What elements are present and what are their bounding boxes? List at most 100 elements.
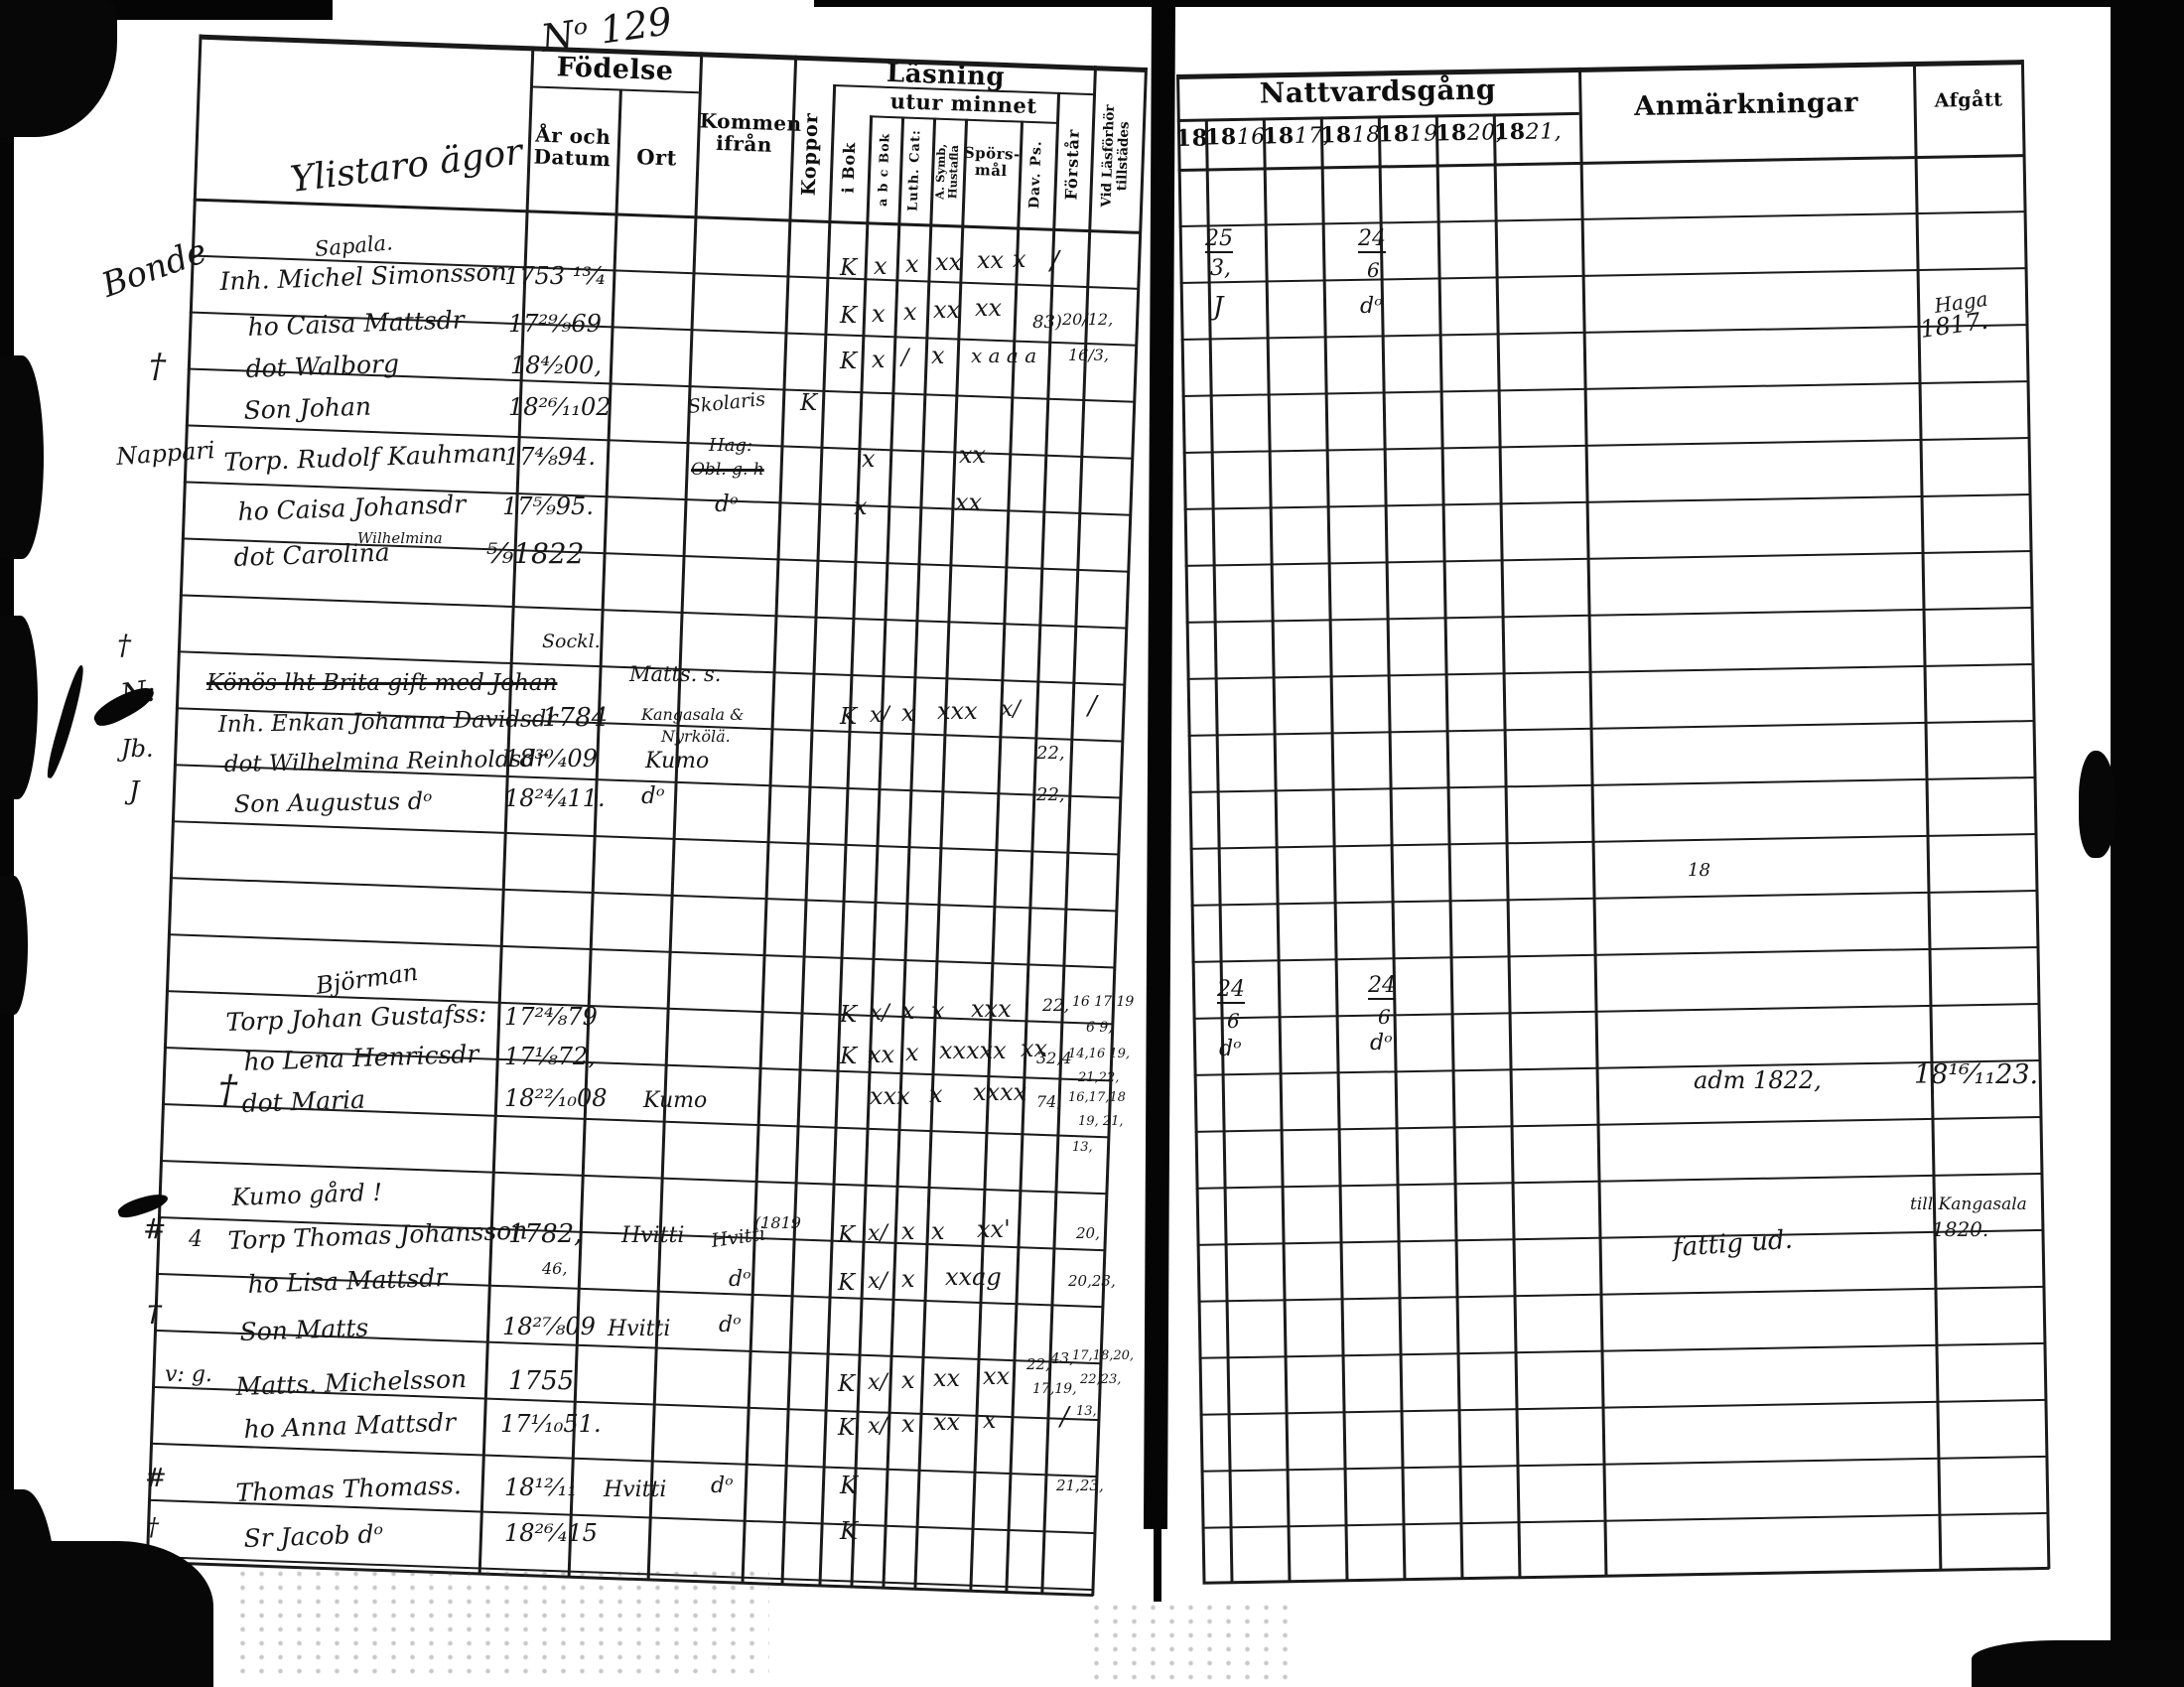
handwritten-entry: x a a a: [971, 344, 1037, 367]
handwritten-entry: 18: [1688, 860, 1710, 881]
handwritten-entry: xx': [977, 1215, 1011, 1243]
handwritten-entry: x/: [870, 703, 889, 728]
handwritten-entry: 1782,: [508, 1219, 583, 1249]
handwritten-entry: Son Matts: [239, 1313, 369, 1346]
spine-shadow-thin: [1154, 1527, 1161, 1602]
handwritten-entry: Nappari: [115, 436, 216, 471]
handwritten-entry: xx: [983, 1362, 1011, 1390]
handwritten-entry: xx: [868, 1041, 895, 1068]
handwritten-entry: xxxx: [973, 1078, 1027, 1106]
handwritten-entry: †: [149, 347, 166, 386]
handwritten-entry: K: [840, 1002, 858, 1028]
handwritten-entry: x: [901, 1410, 915, 1438]
handwritten-entry: 22,23,: [1080, 1372, 1122, 1387]
handwritten-entry: 14,16 19,: [1068, 1047, 1131, 1061]
handwritten-entry: Skolaris: [686, 387, 766, 418]
handwritten-entry: x: [905, 1039, 919, 1066]
handwritten-entry: ho Lena Henricsdr: [243, 1039, 479, 1076]
handwritten-entry: ⁵⁄₉1822: [486, 537, 585, 570]
handwritten-entry: 17²⁴⁄₈79: [504, 1003, 598, 1031]
handwritten-entry: 1755: [508, 1366, 575, 1396]
handwritten-entry: 18²⁶⁄₄15: [504, 1519, 598, 1547]
handwritten-entry: 46,: [542, 1259, 568, 1278]
handwritten-entry: xx: [977, 246, 1005, 274]
handwritten-entry: x/: [868, 1370, 887, 1395]
handwritten-entry: /: [1060, 1402, 1069, 1432]
handwritten-entry: x: [983, 1406, 997, 1434]
handwritten-entry: Matts. s.: [629, 662, 722, 686]
handwritten-entry: 16 17 19: [1072, 994, 1135, 1010]
handwritten-entry: K: [840, 255, 858, 281]
handwritten-entry: x: [854, 492, 868, 520]
handwritten-entry: dot Carolina: [233, 537, 391, 572]
handwritten-entry: xx: [935, 248, 963, 276]
handwritten-entry: K: [838, 1270, 856, 1296]
handwritten-entry: Könös lht Brita gift med Johan: [206, 670, 558, 696]
handwritten-entry: dᵒ: [715, 492, 739, 517]
handwritten-entry: Sr Jacob dᵒ: [243, 1519, 384, 1553]
handwritten-entry: Torp Thomas Johansson: [227, 1215, 528, 1255]
handwritten-entry: 17,18,20,: [1072, 1348, 1135, 1363]
handwritten-entry: x/: [1001, 697, 1021, 722]
handwritten-entry: xxxxx: [939, 1037, 1007, 1064]
handwritten-entry: x/: [870, 1001, 889, 1026]
handwritten-entry: dᵒ: [719, 1313, 742, 1337]
handwritten-entry: x: [1013, 245, 1026, 273]
top-edge-line: [814, 0, 2184, 7]
handwritten-entry: K: [840, 349, 858, 374]
handwritten-entry: x: [874, 252, 887, 280]
handwritten-entry: x: [929, 1080, 943, 1108]
handwritten-entry: till Kangasala: [1910, 1195, 2027, 1214]
handwritten-entry: 17¹⁄₁₀51.: [500, 1410, 602, 1438]
handwritten-entry: x: [931, 1217, 945, 1245]
handwritten-entry: 6: [1367, 258, 1380, 282]
handwritten-entry: Wilhelmina: [357, 529, 443, 547]
handwritten-entry: †: [147, 1513, 159, 1541]
handwritten-entry: xxx: [937, 697, 978, 725]
handwritten-entry: 18¹⁶⁄₁₁23.: [1914, 1059, 2039, 1090]
handwritten-entry: Torp. Rudolf Kauhman: [223, 438, 508, 477]
handwritten-entry: 13,: [1072, 1140, 1093, 1155]
left-blob-2: [0, 616, 38, 799]
handwritten-entry: 18²⁴⁄₄11.: [504, 784, 606, 812]
handwritten-entry: 21,23,: [1056, 1476, 1104, 1494]
handwritten-entry: 17²⁹⁄₉69: [508, 310, 602, 338]
right-mid-blob: [2079, 751, 2116, 858]
handwritten-entry: dᵒ: [641, 783, 665, 809]
handwritten-entry: 13,: [1076, 1404, 1097, 1419]
handwritten-entry: Jb.: [121, 735, 154, 763]
handwritten-entry: xxag: [945, 1263, 1002, 1291]
handwritten-entry: dᵒ: [729, 1267, 751, 1292]
handwritten-entry: 17¹⁄₈72,: [504, 1043, 596, 1070]
handwritten-entry: †: [147, 1294, 162, 1329]
handwritten-entry: x: [905, 250, 919, 278]
handwritten-entry: Nᵒ 129: [538, 0, 675, 61]
handwritten-entry: Son Augustus dᵒ: [233, 786, 433, 818]
handwritten-entry: 18⁴⁄₂00,: [510, 351, 602, 379]
handwritten-entry: x: [901, 699, 915, 727]
handwritten-entry: ho Caisa Mattsdr: [247, 305, 466, 342]
handwritten-entry: Matts. Michelsson: [235, 1363, 468, 1401]
handwritten-entry: 43,: [1050, 1349, 1074, 1367]
handwritten-entry: xx: [955, 489, 983, 516]
handwritten-entry: 4: [189, 1227, 203, 1252]
handwritten-entry: Bonde: [96, 230, 212, 306]
handwritten-entry: x/: [868, 1269, 887, 1294]
handwritten-entry: 19, 21,: [1078, 1114, 1124, 1129]
handwritten-entry: Kangasala &: [641, 705, 745, 724]
handwritten-entry: 18¹²⁄₁₁: [504, 1474, 578, 1501]
handwritten-entry: x: [901, 1366, 915, 1394]
handwritten-entry: 3,: [1210, 256, 1231, 281]
handwritten-entry: /: [1050, 246, 1059, 276]
handwritten-entry: dᵒ: [1219, 1037, 1242, 1061]
handwritten-entry: x: [931, 997, 945, 1025]
left-blob-3: [0, 876, 28, 1015]
handwritten-entry: Kumo: [643, 1088, 708, 1113]
handwritten-entry: x: [872, 300, 886, 328]
handwritten-entry: Nyrkölä.: [661, 727, 731, 746]
handwritten-entry: x: [903, 298, 917, 326]
handwritten-entry: 74,: [1036, 1092, 1062, 1111]
handwritten-entry: x/: [868, 1221, 887, 1246]
